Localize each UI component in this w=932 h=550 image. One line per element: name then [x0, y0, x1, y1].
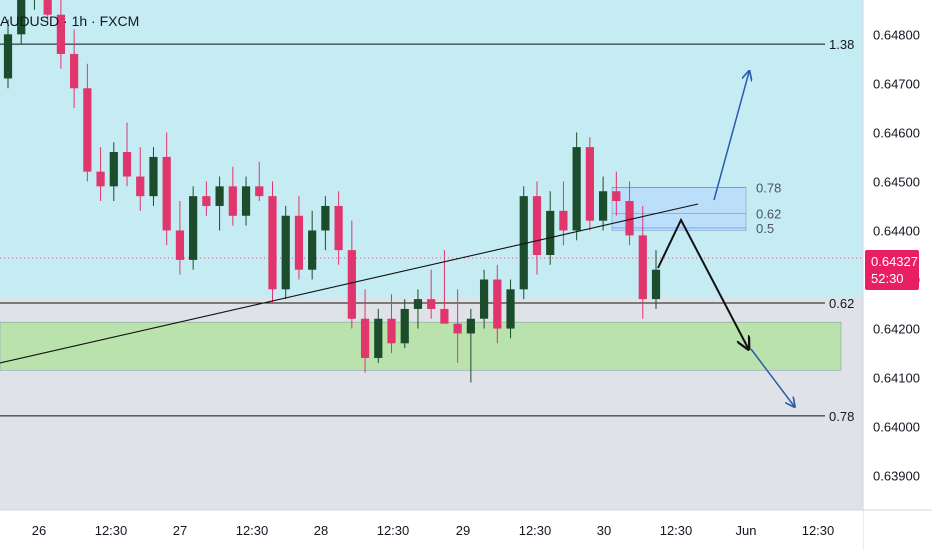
- candle-body: [387, 318, 396, 344]
- candle-body: [255, 186, 264, 197]
- candle-body: [308, 230, 317, 270]
- candle-body: [136, 176, 145, 197]
- time-tick-label: 30: [597, 523, 611, 538]
- level-label-0.62: 0.62: [829, 296, 854, 311]
- fib-label-0.62: 0.62: [756, 206, 781, 221]
- candle-body: [440, 308, 449, 324]
- bullish-projection-arrow: [713, 72, 749, 201]
- candle-body: [215, 186, 224, 206]
- price-tick-label: 0.64800: [873, 27, 920, 42]
- candle-body: [466, 318, 475, 334]
- candle-body: [519, 196, 528, 290]
- candle-body: [546, 210, 555, 255]
- candle-body: [360, 318, 370, 358]
- candle-body: [3, 34, 13, 79]
- candle-body: [70, 53, 79, 89]
- title-separator-1: ·: [59, 13, 72, 29]
- current-price-label: [865, 250, 919, 290]
- candle-body: [175, 230, 185, 260]
- price-tick-label: 0.64400: [873, 223, 920, 238]
- candle-body: [228, 186, 237, 216]
- current-price-value: 0.64327: [871, 254, 918, 269]
- candle-body: [400, 308, 409, 344]
- price-tick-label: 0.64200: [873, 322, 920, 337]
- timeframe-label: 1h: [71, 13, 88, 29]
- upper-range-band: [0, 0, 863, 297]
- candle-body: [241, 186, 251, 216]
- time-tick-label: 12:30: [519, 523, 552, 538]
- bearish-projection-arrow: [657, 217, 748, 348]
- time-tick-label: 12:30: [236, 523, 269, 538]
- price-tick-label: 0.64000: [873, 420, 920, 435]
- candle-body: [599, 191, 608, 221]
- candle-body: [294, 215, 304, 270]
- candle-body: [427, 299, 436, 309]
- candle-body: [625, 201, 634, 236]
- candle-body: [374, 318, 383, 358]
- time-tick-label: 29: [456, 523, 470, 538]
- candle-body: [17, 0, 26, 35]
- time-tick-label: 12:30: [802, 523, 835, 538]
- trend-line: [0, 203, 699, 364]
- candle-body: [202, 196, 211, 206]
- level-label-1.38: 1.38: [829, 37, 854, 52]
- candle-body: [56, 14, 65, 54]
- time-scale-panel[interactable]: [0, 510, 863, 550]
- candle-body: [532, 196, 542, 255]
- price-tick-label: 0.63900: [873, 469, 920, 484]
- title-separator-2: ·: [87, 13, 100, 29]
- symbol-title[interactable]: AUDUSD · 1h · FXCM: [0, 13, 139, 29]
- time-tick-label: 27: [173, 523, 187, 538]
- candle-body: [162, 156, 171, 231]
- candle-body: [651, 269, 661, 300]
- candle-body: [189, 196, 198, 260]
- candle-body: [334, 205, 343, 251]
- time-tick-label: 12:30: [95, 523, 128, 538]
- countdown-timer: 52:30: [871, 271, 904, 286]
- candle-body: [612, 191, 621, 202]
- price-tick-label: 0.64700: [873, 76, 920, 91]
- price-tick-label: 0.64500: [873, 174, 920, 189]
- candle-body: [559, 210, 568, 231]
- price-tick-label: 0.64600: [873, 125, 920, 140]
- candle-body: [453, 323, 462, 334]
- candle-body: [149, 156, 158, 197]
- demand-zone: [0, 321, 842, 371]
- time-tick-label: Jun: [736, 523, 757, 538]
- time-tick-label: 12:30: [660, 523, 693, 538]
- candle-body: [268, 196, 277, 290]
- price-tick-label: 0.64100: [873, 371, 920, 386]
- fib-label-0.5: 0.5: [756, 221, 774, 236]
- time-tick-label: 26: [32, 523, 46, 538]
- candle-body: [585, 147, 594, 221]
- symbol-name: AUDUSD: [0, 13, 60, 29]
- candle-body: [572, 147, 581, 231]
- candle-body: [413, 299, 423, 309]
- candle-body: [109, 152, 118, 187]
- candle-body: [321, 205, 330, 231]
- time-tick-label: 12:30: [377, 523, 410, 538]
- candle-body: [83, 88, 92, 172]
- data-source-label: FXCM: [99, 13, 140, 29]
- candle-body: [638, 235, 647, 300]
- candle-body: [281, 215, 290, 290]
- fib-label-0.78: 0.78: [756, 180, 781, 195]
- level-label-0.78: 0.78: [829, 409, 854, 424]
- time-tick-label: 28: [314, 523, 328, 538]
- candle-body: [96, 171, 105, 187]
- candle-body: [506, 289, 515, 329]
- candle-body: [479, 279, 489, 319]
- candle-body: [347, 250, 356, 319]
- candle-body: [493, 279, 502, 329]
- extension-projection-arrow: [750, 348, 794, 406]
- candle-body: [43, 0, 52, 15]
- candle-body: [122, 152, 132, 177]
